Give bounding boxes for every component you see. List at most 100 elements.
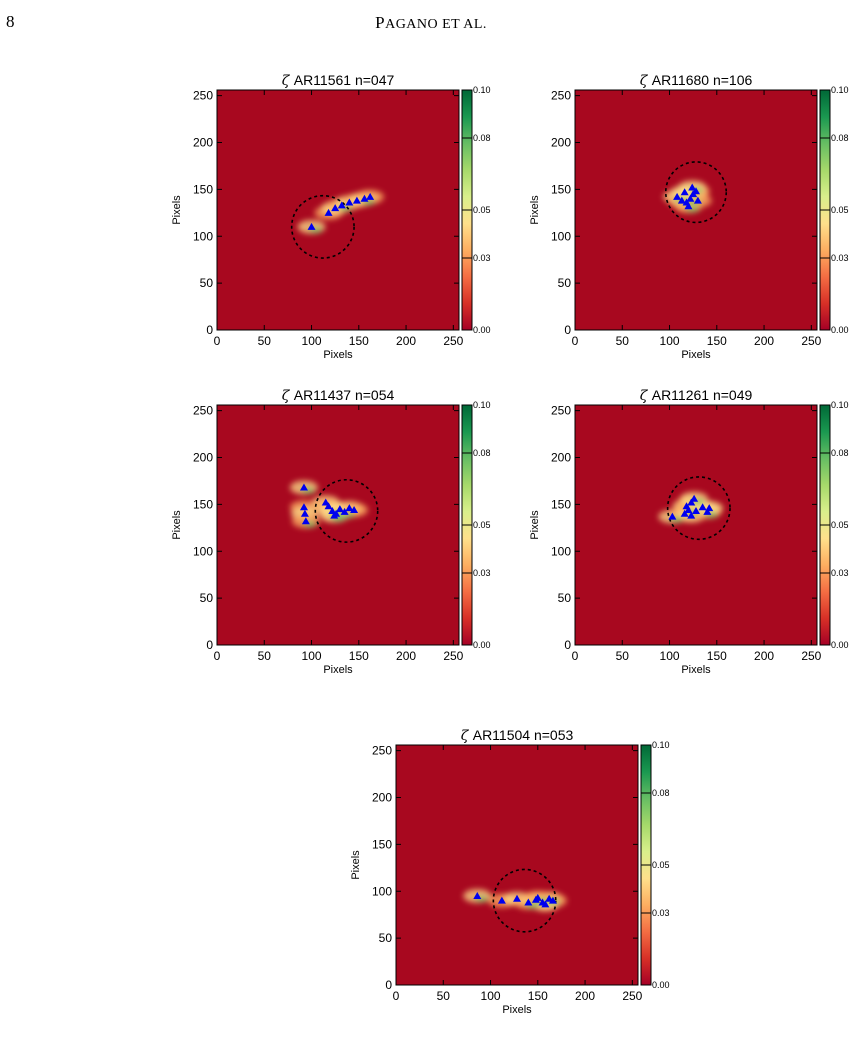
data-point xyxy=(703,507,712,515)
colorbar-tick-label: 0.00 xyxy=(473,640,491,650)
dashed-circle xyxy=(492,868,557,933)
data-point xyxy=(541,900,550,908)
colorbar-tick-label: 0.08 xyxy=(831,133,849,143)
x-tick-label: 200 xyxy=(396,334,416,348)
y-tick-label: 100 xyxy=(551,544,571,558)
y-tick-label: 200 xyxy=(193,451,213,465)
colorbar-tick-label: 0.05 xyxy=(652,860,670,870)
data-point xyxy=(324,502,333,510)
colorbar-tick-label: 0.08 xyxy=(473,133,491,143)
y-tick-label: 250 xyxy=(193,89,213,103)
colorbar-tick-label: 0.05 xyxy=(831,205,849,215)
y-tick-label: 0 xyxy=(206,638,213,652)
x-axis-label: Pixels xyxy=(323,664,353,676)
running-head-rest: AGANO ET AL. xyxy=(385,17,487,32)
y-tick-label: 250 xyxy=(551,89,571,103)
data-point xyxy=(331,204,340,212)
colorbar-tick-label: 0.10 xyxy=(473,400,491,410)
data-point xyxy=(299,503,308,511)
y-axis-label: Pixels xyxy=(350,850,362,880)
y-axis-label: Pixels xyxy=(171,195,183,225)
x-tick-label: 50 xyxy=(258,649,272,663)
dashed-circle xyxy=(666,476,731,541)
data-point xyxy=(548,896,557,904)
y-tick-label: 200 xyxy=(551,136,571,150)
data-point xyxy=(686,194,695,202)
x-tick-label: 100 xyxy=(302,649,322,663)
page-number: 8 xyxy=(6,12,15,31)
data-point xyxy=(684,202,693,210)
x-tick-label: 150 xyxy=(528,989,548,1003)
colorbar-tick-label: 0.10 xyxy=(473,85,491,95)
heatmap-background xyxy=(217,405,459,645)
x-tick-label: 0 xyxy=(393,989,400,1003)
heatmap-structure xyxy=(658,476,731,541)
colorbar-tick-label: 0.00 xyxy=(473,325,491,335)
data-point xyxy=(345,198,354,206)
data-point xyxy=(680,509,689,517)
title-text: AR11561 n=047 xyxy=(294,72,395,88)
panel-ar11680: 0 50 100 150 200 250 0 50 100 150 200 250 Pixels Pixe… xyxy=(528,70,849,390)
running-head: PAGANO ET AL. xyxy=(0,13,862,33)
data-point xyxy=(673,192,682,200)
chart-title: ζ AR11504 n=053 xyxy=(461,727,574,744)
data-point xyxy=(705,504,714,512)
data-point xyxy=(335,505,344,513)
data-point xyxy=(299,483,308,491)
y-tick-label: 250 xyxy=(193,404,213,418)
plot-frame xyxy=(574,89,818,331)
x-tick-label: 200 xyxy=(754,334,774,348)
x-tick-label: 150 xyxy=(349,334,369,348)
y-tick-label: 100 xyxy=(193,229,213,243)
colorbar-tick-label: 0.03 xyxy=(473,253,491,263)
y-tick-label: 200 xyxy=(551,451,571,465)
dashed-circle xyxy=(664,161,728,224)
x-axis-label: Pixels xyxy=(681,349,711,361)
data-point xyxy=(324,208,333,216)
heatmap-structure xyxy=(289,478,379,543)
data-point xyxy=(690,494,699,502)
y-tick-label: 0 xyxy=(385,978,392,992)
x-tick-label: 250 xyxy=(443,649,463,663)
title-text: AR11261 n=049 xyxy=(652,387,753,403)
y-axis-label: Pixels xyxy=(529,510,541,540)
colorbar-tick-label: 0.10 xyxy=(831,400,849,410)
colorbar-tick-label: 0.05 xyxy=(473,205,491,215)
x-axis-label: Pixels xyxy=(502,1004,532,1016)
panel-ar11261: 0 50 100 150 200 250 0 50 100 150 200 250 Pixels Pixe… xyxy=(528,385,849,705)
title-text: AR11504 n=053 xyxy=(473,727,574,743)
dashed-circle xyxy=(290,194,355,259)
plot-frame xyxy=(216,89,460,331)
x-tick-label: 250 xyxy=(443,334,463,348)
colorbar-tick-label: 0.05 xyxy=(831,520,849,530)
y-tick-label: 0 xyxy=(564,323,571,337)
heatmap-chart: 0 50 100 150 200 250 0 50 100 150 200 250 Pixels Pixe… xyxy=(171,72,491,361)
y-tick-label: 200 xyxy=(193,136,213,150)
panel-ar11504: 0 50 100 150 200 250 0 50 100 150 200 250 Pixels Pixe… xyxy=(349,725,670,1045)
zeta-symbol: ζ xyxy=(640,73,652,89)
panel-ar11561: 0 50 100 150 200 250 0 50 100 150 200 250 Pixels Pixe… xyxy=(170,70,491,390)
y-tick-label: 100 xyxy=(193,544,213,558)
plot-frame xyxy=(395,744,639,986)
x-axis-label: Pixels xyxy=(323,349,353,361)
colorbar-tick-label: 0.00 xyxy=(831,640,849,650)
colorbar-tick-label: 0.03 xyxy=(652,908,670,918)
zeta-symbol: ζ xyxy=(461,728,473,744)
title-text: AR11680 n=106 xyxy=(652,72,753,88)
y-tick-label: 150 xyxy=(551,182,571,196)
data-point xyxy=(684,506,693,513)
y-tick-label: 250 xyxy=(372,744,392,758)
x-tick-label: 100 xyxy=(660,334,680,348)
chart-title: ζ AR11561 n=047 xyxy=(282,72,395,89)
data-point xyxy=(668,512,677,520)
heatmap-chart: 0 50 100 150 200 250 0 50 100 150 200 250 Pixels Pixe… xyxy=(529,387,849,676)
x-tick-label: 200 xyxy=(396,649,416,663)
colorbar-tick-label: 0.00 xyxy=(831,325,849,335)
colorbar-tick-label: 0.03 xyxy=(831,568,849,578)
data-point xyxy=(300,509,309,517)
data-point xyxy=(340,507,349,515)
heatmap-structure xyxy=(463,868,567,933)
x-tick-label: 0 xyxy=(572,334,579,348)
colorbar-tick-label: 0.10 xyxy=(831,85,849,95)
data-point xyxy=(698,503,707,511)
